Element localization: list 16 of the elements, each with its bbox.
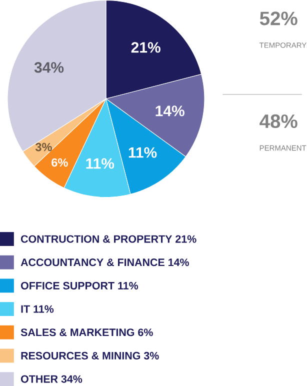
- data-label: 11%: [86, 158, 114, 169]
- data-label: 34%: [34, 62, 64, 73]
- legend-label: ACCOUNTANCY & FINANCE 14%: [21, 258, 190, 266]
- legend-label: OTHER 34%: [21, 375, 82, 383]
- legend-label: RESOURCES & MINING 3%: [21, 352, 160, 360]
- data-label: 6%: [52, 158, 68, 167]
- data-label: 21%: [132, 42, 161, 53]
- legend-label: IT 11%: [21, 305, 54, 313]
- legend-label: CONTRUCTION & PROPERTY 21%: [21, 235, 197, 243]
- legend-label: OFFICE SUPPORT 11%: [21, 282, 138, 290]
- data-label: 3%: [36, 142, 52, 152]
- data-label: 14%: [156, 106, 185, 116]
- text: 48%: [260, 114, 298, 128]
- data-label: 11%: [129, 147, 157, 158]
- text: 52%: [260, 12, 298, 26]
- legend-label: SALES & MARKETING 6%: [21, 328, 154, 336]
